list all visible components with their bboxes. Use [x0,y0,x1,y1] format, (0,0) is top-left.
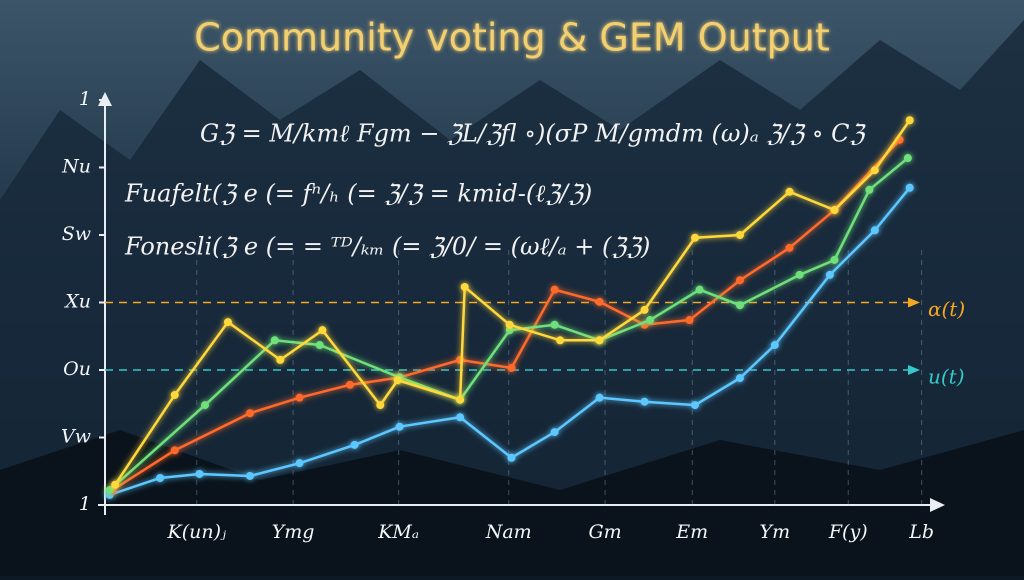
point [223,318,232,327]
y-tick-label: Nu [61,156,91,178]
x-tick-label: F(y) [828,521,868,543]
point [646,316,655,325]
line [108,157,909,492]
y-tick-label: Sw [62,223,91,245]
point [865,185,874,194]
chart-title: Community voting & GEM Output [194,16,830,60]
point [550,285,559,294]
point [456,413,465,422]
x-tick-label: Ym [760,521,791,543]
point [201,401,210,410]
point [456,395,465,404]
point [785,187,794,196]
x-tick-label: Ymg [272,521,315,543]
point [785,243,794,252]
point [245,471,254,480]
point [595,393,604,402]
reference-label: u(t) [928,365,965,389]
formula: Gℨ = M/kmℓ Fgm − ℨL/ℨfl ∘)(σP M/gmdm (ω)… [200,120,866,148]
point [595,297,604,306]
point [507,453,516,462]
point [691,233,700,242]
point [170,446,179,455]
point [550,428,559,437]
x-arrow [930,498,945,512]
point [105,486,114,495]
point [315,341,324,350]
point [825,270,834,279]
point [395,422,404,431]
y-tick-label: Xu [63,291,91,313]
y-tick-label: Vw [61,426,91,448]
point [640,305,649,314]
point [830,255,839,264]
point [550,320,559,329]
y-tick-label: Ou [63,358,91,380]
line [111,138,901,492]
point [170,390,179,399]
point [376,401,385,410]
point [350,440,359,449]
point [735,231,744,239]
x-tick-label: Nam [485,521,532,543]
point [735,276,744,285]
point [735,301,744,310]
point [393,376,402,385]
point [795,270,804,279]
line [109,186,911,497]
x-tick-label: Lb [908,521,934,543]
point [685,316,694,325]
series [105,154,912,495]
y-tick-label: 1 [79,88,91,110]
y-tick-label: 1 [79,493,91,515]
point [345,380,354,389]
point [111,480,120,489]
x-tick-label: Gm [588,521,621,543]
mountains [0,20,1024,576]
point [156,474,165,482]
point [318,326,327,335]
point [695,285,704,294]
point [270,336,279,345]
x-tick-label: KMₐ [377,521,419,543]
formula: Fuafelt(ℨ e (= fⁿ/ₕ (= ℨ/ℨ = kmid-(ℓℨ/ℨ) [124,180,592,208]
reference-arrow [908,297,920,308]
point [770,341,779,350]
reference-label: ɑ(t) [928,297,965,321]
point [870,226,879,235]
point [276,355,285,364]
point [830,206,839,215]
point [905,183,914,192]
x-tick-label: K(un)ⱼ [167,521,227,543]
point [295,393,304,402]
point [195,469,204,478]
point [556,336,565,345]
point [507,363,516,372]
reference-arrow [908,365,920,375]
point [691,401,700,410]
point [735,374,744,383]
point [640,397,649,406]
point [295,459,304,468]
point [245,409,254,418]
point [905,116,914,125]
series [111,116,914,489]
point [595,336,604,345]
point [903,154,912,163]
point [505,320,514,329]
x-tick-label: Em [675,521,708,543]
point [870,166,879,175]
formula: Fonesli(ℨ e (= = ᵀᴰ/ₖₘ (= ℨ/0/ = (ωℓ/ₐ +… [124,233,650,261]
point [460,282,469,291]
foreground-rocks [0,430,1024,576]
series [105,183,914,499]
